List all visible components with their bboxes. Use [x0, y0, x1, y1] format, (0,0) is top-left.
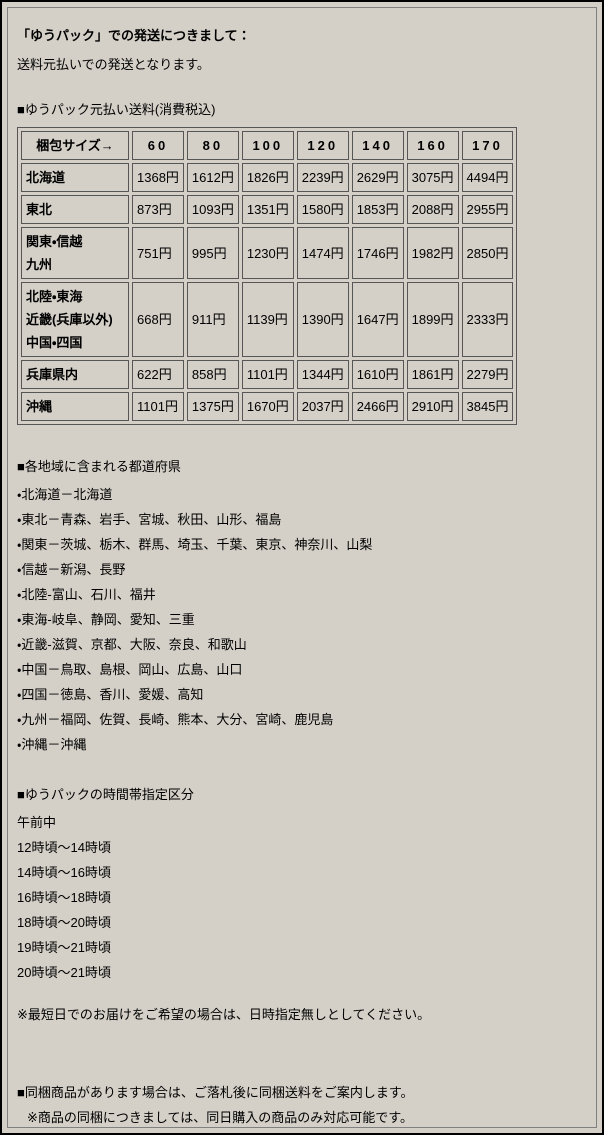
size-header-140: 140 [351, 131, 404, 160]
price-cell: 1344円 [296, 360, 349, 389]
region-prefectures-item: ・東海-岐阜、静岡、愛知、三重 [17, 612, 195, 627]
region-prefectures-item: ・中国－鳥取、島根、岡山、広島、山口 [17, 662, 243, 677]
note-line: ※商品の同梱につきましては、同日購入の商品のみ対応可能です。 [27, 1110, 413, 1125]
region-cell: 沖縄 [21, 392, 129, 421]
regions-list: ・北海道－北海道・東北－青森、岩手、宮城、秋田、山形、福島・関東－茨城、栃木、群… [17, 482, 587, 757]
price-cell: 1230円 [241, 227, 294, 279]
shipping-rates-heading: ■ゆうパック元払い送料(消費税込) [17, 102, 216, 117]
regions-heading: ■各地域に含まれる都道府県 [17, 459, 181, 474]
region-prefectures-item: ・北海道－北海道 [17, 487, 113, 502]
region-cell: 北陸・東海 近畿(兵庫以外) 中国・四国 [21, 282, 129, 357]
region-prefectures-item: ・近畿-滋賀、京都、大阪、奈良、和歌山 [17, 637, 247, 652]
price-cell: 1390円 [296, 282, 349, 357]
price-cell: 3075円 [406, 163, 459, 192]
price-cell: 1351円 [241, 195, 294, 224]
price-cell: 2279円 [461, 360, 514, 389]
price-cell: 1853円 [351, 195, 404, 224]
region-prefectures-item: ・関東－茨城、栃木、群馬、埼玉、千葉、東京、神奈川、山梨 [17, 537, 373, 552]
size-header-80: 80 [186, 131, 239, 160]
region-prefectures-item: ・九州－福岡、佐賀、長崎、熊本、大分、宮崎、鹿児島 [17, 712, 334, 727]
note-line: ■同梱商品があります場合は、ご落札後に同梱送料をご案内します。 [17, 1085, 414, 1100]
price-cell: 858円 [186, 360, 239, 389]
time-slot-item: 16時頃～18時頃 [17, 890, 111, 905]
region-prefectures-item: ・四国－徳島、香川、愛媛、高知 [17, 687, 204, 702]
price-cell: 1101円 [132, 392, 184, 421]
price-cell: 4494円 [461, 163, 514, 192]
region-cell: 兵庫県内 [21, 360, 129, 389]
price-cell: 751円 [132, 227, 184, 279]
region-prefectures-item: ・北陸-富山、石川、福井 [17, 587, 156, 602]
price-cell: 1610円 [351, 360, 404, 389]
price-cell: 1101円 [241, 360, 294, 389]
price-cell: 995円 [186, 227, 239, 279]
price-cell: 622円 [132, 360, 184, 389]
price-cell: 1612円 [186, 163, 239, 192]
price-cell: 1746円 [351, 227, 404, 279]
rate-table-header-row: 梱包サイズ→ 60 80 100 120 140 160 170 [21, 131, 514, 160]
time-slot-item: 午前中 [17, 815, 57, 830]
time-slot-item: 20時頃～21時頃 [17, 965, 111, 980]
time-slot-item: 18時頃～20時頃 [17, 915, 111, 930]
region-cell: 東北 [21, 195, 129, 224]
price-cell: 2629円 [351, 163, 404, 192]
rate-row: 兵庫県内 622円 858円 1101円 1344円 1610円 1861円 2279円 [21, 360, 514, 389]
price-cell: 1580円 [296, 195, 349, 224]
region-prefectures-item: ・沖縄－沖縄 [17, 737, 87, 752]
price-cell: 1826円 [241, 163, 294, 192]
price-cell: 3845円 [461, 392, 514, 421]
price-cell: 1670円 [241, 392, 294, 421]
rate-row: 北海道 1368円 1612円 1826円 2239円 2629円 3075円 4494円 [21, 163, 514, 192]
rate-row: 東北 873円 1093円 1351円 1580円 1853円 2088円 2955円 [21, 195, 514, 224]
price-cell: 1861円 [406, 360, 459, 389]
page-title: 「ゆうパック」での発送につきまして： [17, 28, 251, 43]
time-slot-list: 午前中 12時頃～14時頃 14時頃～16時頃 16時頃～18時頃 18時頃～20時頃 1… [17, 810, 587, 985]
price-cell: 2037円 [296, 392, 349, 421]
region-cell: 関東・信越 九州 [21, 227, 129, 279]
price-cell: 668円 [132, 282, 184, 357]
size-header-60: 60 [132, 131, 184, 160]
price-cell: 2239円 [296, 163, 349, 192]
region-prefectures-item: ・信越－新潟、長野 [17, 562, 126, 577]
time-slot-item: 19時頃～21時頃 [17, 940, 111, 955]
bundling-notes: ■同梱商品があります場合は、ご落札後に同梱送料をご案内します。 ※商品の同梱につき… [17, 1080, 587, 1127]
price-cell: 2466円 [351, 392, 404, 421]
content-inner: 「ゆうパック」での発送につきまして： 送料元払いでの発送となります。 ■ゆうパッ… [7, 7, 597, 1128]
shipping-rate-table: 梱包サイズ→ 60 80 100 120 140 160 170 北海道 1368円 1612円 1… [17, 127, 518, 425]
price-cell: 2088円 [406, 195, 459, 224]
price-cell: 1368円 [132, 163, 184, 192]
price-cell: 1093円 [186, 195, 239, 224]
price-cell: 2910円 [406, 392, 459, 421]
price-cell: 1375円 [186, 392, 239, 421]
price-cell: 2850円 [461, 227, 514, 279]
time-slot-item: 12時頃～14時頃 [17, 840, 111, 855]
time-slot-item: 14時頃～16時頃 [17, 865, 111, 880]
price-cell: 2333円 [461, 282, 514, 357]
rate-row: 北陸・東海 近畿(兵庫以外) 中国・四国 668円 911円 1139円 1390円 1647… [21, 282, 514, 357]
size-header-120: 120 [296, 131, 349, 160]
size-header-170: 170 [461, 131, 514, 160]
price-cell: 1647円 [351, 282, 404, 357]
price-cell: 1474円 [296, 227, 349, 279]
intro-text: 送料元払いでの発送となります。 [17, 57, 210, 72]
region-prefectures-item: ・東北－青森、岩手、宮城、秋田、山形、福島 [17, 512, 282, 527]
rate-row: 関東・信越 九州 751円 995円 1230円 1474円 1746円 1982円 2850円 [21, 227, 514, 279]
rate-row: 沖縄 1101円 1375円 1670円 2037円 2466円 2910円 3845円 [21, 392, 514, 421]
time-slots-heading: ■ゆうパックの時間帯指定区分 [17, 787, 194, 802]
price-cell: 1982円 [406, 227, 459, 279]
size-header-100: 100 [241, 131, 294, 160]
price-cell: 1139円 [241, 282, 294, 357]
region-cell: 北海道 [21, 163, 129, 192]
price-cell: 2955円 [461, 195, 514, 224]
size-header-160: 160 [406, 131, 459, 160]
price-cell: 1899円 [406, 282, 459, 357]
earliest-delivery-note: ※最短日でのお届けをご希望の場合は、日時指定無しとしてください。 [17, 1007, 431, 1022]
price-cell: 873円 [132, 195, 184, 224]
price-cell: 911円 [186, 282, 239, 357]
size-header-corner: 梱包サイズ→ [21, 131, 129, 160]
